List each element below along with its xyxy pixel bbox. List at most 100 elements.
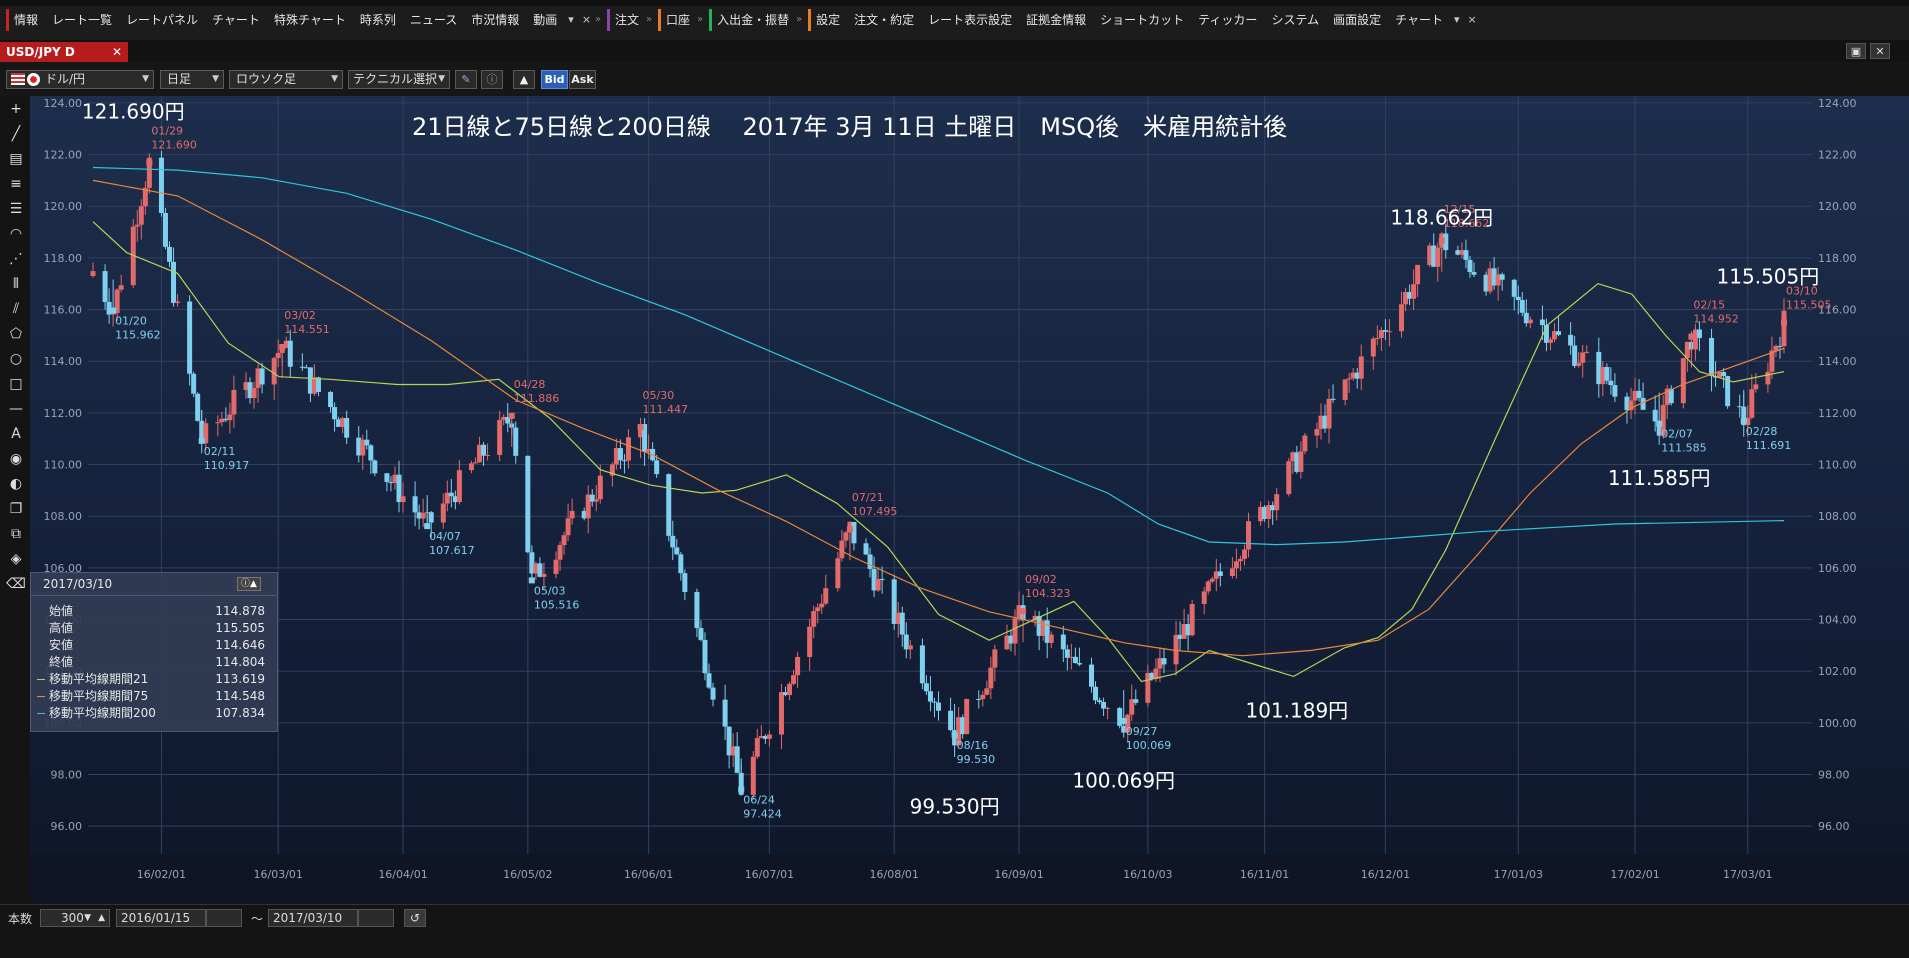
menu-close-icon[interactable]: × bbox=[581, 13, 592, 26]
pen-icon[interactable]: ✎ bbox=[455, 70, 477, 89]
extreme-marker bbox=[279, 343, 286, 350]
candle-body bbox=[694, 591, 700, 629]
chart-kind-select[interactable]: ロウソク足 ▼ bbox=[229, 70, 343, 89]
candle-body bbox=[247, 382, 253, 399]
menu-dropdown-icon[interactable]: ▾ bbox=[1453, 13, 1460, 26]
mountain-chart-icon[interactable]: ▲ bbox=[513, 70, 535, 89]
reload-icon[interactable]: ↺ bbox=[404, 909, 426, 927]
count-input[interactable]: 300 ▼ ▲ bbox=[40, 909, 110, 927]
currency-pair-select[interactable]: ドル/円 ▼ bbox=[6, 70, 154, 89]
hline-icon[interactable]: — bbox=[9, 401, 23, 417]
paste-icon[interactable]: ⧉ bbox=[11, 526, 21, 542]
candle-body bbox=[1684, 341, 1690, 359]
from-date-input[interactable]: 2016/01/15 bbox=[116, 909, 206, 927]
circle-icon[interactable]: ○ bbox=[9, 351, 23, 367]
candle-body bbox=[670, 535, 676, 548]
technical-select[interactable]: テクニカル選択 ▼ bbox=[348, 70, 450, 89]
info-key: 安値 bbox=[49, 638, 74, 652]
menu-item[interactable]: 口座 bbox=[658, 9, 697, 31]
extreme-marker bbox=[1688, 333, 1695, 340]
candle-body bbox=[1415, 265, 1421, 285]
menu-item[interactable]: ニュース bbox=[409, 13, 458, 27]
restore-window-icon[interactable]: ▣ bbox=[1846, 43, 1866, 59]
extreme-price-label: 114.551 bbox=[284, 323, 330, 336]
menu-item[interactable]: 特殊チャート bbox=[273, 13, 346, 27]
close-window-icon[interactable]: ✕ bbox=[1870, 43, 1890, 59]
price-chart[interactable]: 124.00 124.00 122.00 122.00 120.00 120.00 118.… bbox=[30, 96, 1909, 904]
chart-svg[interactable]: 124.00 124.00 122.00 122.00 120.00 120.00 118.… bbox=[30, 96, 1909, 904]
candle-body bbox=[988, 667, 994, 689]
candle-body bbox=[1274, 494, 1280, 511]
menu-item[interactable]: チャート bbox=[212, 13, 260, 27]
vertical-lines-icon[interactable]: ⦀ bbox=[12, 276, 20, 292]
rectangle-icon[interactable]: □ bbox=[9, 376, 23, 392]
menu-item[interactable]: 注文・約定 bbox=[854, 13, 915, 27]
candle-body bbox=[923, 683, 929, 692]
menu-item[interactable]: レートパネル bbox=[126, 13, 199, 27]
ask-button[interactable]: Ask bbox=[569, 70, 596, 89]
menu-expand-icon[interactable]: » bbox=[796, 14, 803, 25]
menu-dropdown-icon[interactable]: ▾ bbox=[568, 13, 574, 26]
menu-item[interactable]: ショートカット bbox=[1100, 13, 1185, 27]
delete-all-icon[interactable]: ⌫ bbox=[6, 576, 26, 592]
x-tick-label: 16/12/01 bbox=[1361, 868, 1410, 881]
icon-stamp-icon[interactable]: ◉ bbox=[9, 451, 23, 467]
menu-item[interactable]: 情報 bbox=[6, 9, 45, 31]
candle-body bbox=[162, 213, 168, 247]
menu-item[interactable]: 設定 bbox=[808, 9, 847, 31]
pentagon-icon[interactable]: ⬠ bbox=[9, 326, 23, 342]
fibonacci-arc-icon[interactable]: ◠ bbox=[9, 226, 23, 242]
candle-body bbox=[448, 492, 454, 497]
menu-item[interactable]: 入出金・振替 bbox=[709, 9, 796, 31]
y-tick-label-left: 114.00 bbox=[44, 355, 83, 368]
menu-expand-icon[interactable]: » bbox=[646, 14, 653, 25]
menu-item[interactable]: 時系列 bbox=[359, 13, 396, 27]
candle-body bbox=[795, 656, 801, 676]
trendline-icon[interactable]: ╱ bbox=[11, 126, 21, 142]
menu-item[interactable]: 証拠金情報 bbox=[1026, 13, 1087, 27]
menu-close-icon[interactable]: × bbox=[1467, 13, 1477, 26]
horizontal-lines-icon[interactable]: ≡ bbox=[10, 176, 22, 192]
candle-body bbox=[1378, 330, 1384, 338]
menu-item[interactable]: ティッカー bbox=[1198, 13, 1258, 27]
menu-item[interactable]: チャート bbox=[1395, 13, 1443, 27]
menu-item[interactable]: システム bbox=[1271, 13, 1320, 27]
candle-body bbox=[835, 558, 841, 589]
menu-expand-icon[interactable]: » bbox=[697, 14, 704, 25]
y-tick-label-right: 108.00 bbox=[1818, 510, 1857, 523]
menu-item[interactable]: 市況情報 bbox=[471, 13, 520, 27]
menu-item[interactable]: レート表示設定 bbox=[928, 13, 1013, 27]
candle-body bbox=[1213, 571, 1219, 579]
crosshair-icon[interactable]: + bbox=[10, 101, 22, 117]
candle-body bbox=[440, 503, 446, 523]
candle-body bbox=[1572, 345, 1578, 366]
stepper-up-icon[interactable]: ▲ bbox=[98, 913, 105, 923]
menu-item[interactable]: 画面設定 bbox=[1333, 13, 1382, 27]
tab-usd-jpy-d[interactable]: USD/JPY D ✕ bbox=[0, 42, 128, 62]
period-select[interactable]: 日足 ▼ bbox=[160, 70, 224, 89]
stepper-down-icon[interactable]: ▼ bbox=[84, 913, 91, 923]
menu-item[interactable]: 動画 bbox=[533, 13, 558, 27]
ruler-icon[interactable]: ▤ bbox=[9, 151, 23, 167]
candle-body bbox=[219, 418, 225, 423]
menu-row: 情報 レート一覧 レートパネル チャート 特殊チャート 時系列 ニュース 市況情報 動画 ▾ ×» 注… bbox=[0, 8, 1481, 32]
from-time-input[interactable] bbox=[206, 909, 242, 927]
menu-item[interactable]: 注文 bbox=[607, 9, 646, 31]
gann-fan-icon[interactable]: ⋰ bbox=[9, 251, 23, 267]
pitchfork-icon[interactable]: ⫽ bbox=[12, 301, 20, 317]
magnet-icon[interactable]: ◐ bbox=[9, 476, 23, 492]
channel-icon[interactable]: ☰ bbox=[9, 201, 23, 217]
bid-button[interactable]: Bid bbox=[541, 70, 568, 89]
menu-item[interactable]: レート一覧 bbox=[52, 13, 113, 27]
tab-close-icon[interactable]: ✕ bbox=[111, 45, 122, 59]
info-toggle-icon[interactable]: ⓘ▲ bbox=[237, 577, 261, 591]
to-date-input[interactable]: 2017/03/10 bbox=[268, 909, 358, 927]
candle-body bbox=[1568, 334, 1574, 346]
copy-icon[interactable]: ❐ bbox=[9, 501, 23, 517]
text-icon[interactable]: A bbox=[11, 426, 21, 442]
info-icon[interactable]: ⓘ bbox=[481, 70, 503, 89]
menu-expand-icon[interactable]: » bbox=[595, 14, 602, 25]
candle-body bbox=[553, 559, 559, 574]
eraser-icon[interactable]: ◈ bbox=[10, 551, 22, 567]
to-time-input[interactable] bbox=[358, 909, 394, 927]
